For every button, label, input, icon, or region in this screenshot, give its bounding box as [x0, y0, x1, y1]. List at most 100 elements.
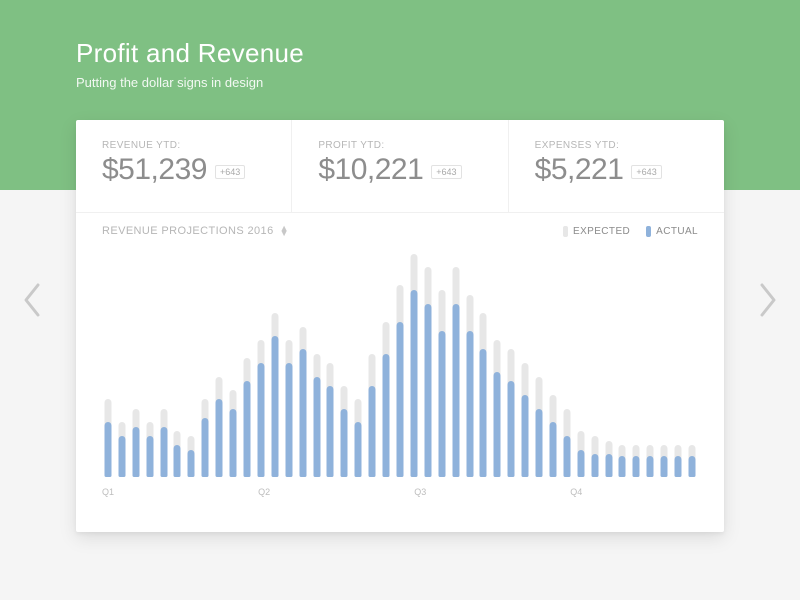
bar-group: [227, 249, 239, 477]
page-header: Profit and Revenue Putting the dollar si…: [76, 38, 304, 90]
bar-actual: [536, 409, 543, 477]
bar-group: [477, 249, 489, 477]
bar-group: [158, 249, 170, 477]
bar-group: [644, 249, 656, 477]
x-axis-tick: Q2: [258, 487, 270, 497]
bar-actual: [508, 381, 515, 477]
bar-group: [561, 249, 573, 477]
bar-group: [241, 249, 253, 477]
bar-group: [658, 249, 670, 477]
bar-group: [102, 249, 114, 477]
bar-actual: [118, 436, 125, 477]
bar-actual: [244, 381, 251, 477]
bar-group: [617, 249, 629, 477]
page-subtitle: Putting the dollar signs in design: [76, 75, 304, 90]
bar-actual: [661, 456, 668, 477]
bar-group: [533, 249, 545, 477]
kpi-value: $5,221: [535, 153, 624, 187]
chart-legend: EXPECTED ACTUAL: [563, 226, 698, 237]
chart-title: REVENUE PROJECTIONS 2016: [102, 225, 274, 237]
bar-actual: [522, 395, 529, 477]
bar-actual: [424, 304, 431, 477]
bar-actual: [327, 386, 334, 477]
bar-group: [352, 249, 364, 477]
dashboard-card: REVENUE YTD: $51,239 +643 PROFIT YTD: $1…: [76, 120, 724, 532]
chart-header: REVENUE PROJECTIONS 2016 ▲▼ EXPECTED ACT…: [76, 212, 724, 245]
bar-actual: [216, 399, 223, 477]
x-axis-tick: Q3: [414, 487, 426, 497]
bar-actual: [633, 456, 640, 477]
bar-actual: [146, 436, 153, 477]
bar-actual: [383, 354, 390, 477]
legend-actual: ACTUAL: [646, 226, 698, 237]
bar-group: [380, 249, 392, 477]
bar-group: [603, 249, 615, 477]
bar-group: [672, 249, 684, 477]
kpi-value: $10,221: [318, 153, 423, 187]
legend-expected: EXPECTED: [563, 226, 630, 237]
bar-group: [575, 249, 587, 477]
bar-actual: [285, 363, 292, 477]
bar-actual: [160, 427, 167, 477]
bar-actual: [619, 456, 626, 477]
bar-actual: [202, 418, 209, 477]
chart-title-selector[interactable]: REVENUE PROJECTIONS 2016 ▲▼: [102, 225, 289, 237]
bar-actual: [591, 454, 598, 477]
kpi-value: $51,239: [102, 153, 207, 187]
legend-swatch-actual: [646, 226, 651, 237]
bar-group: [213, 249, 225, 477]
kpi-label: EXPENSES YTD:: [535, 140, 698, 151]
bar-actual: [271, 336, 278, 477]
bar-actual: [410, 290, 417, 477]
bar-group: [394, 249, 406, 477]
bar-group: [491, 249, 503, 477]
kpi-profit: PROFIT YTD: $10,221 +643: [292, 120, 508, 212]
bar-group: [519, 249, 531, 477]
next-arrow[interactable]: [758, 282, 778, 326]
bar-group: [338, 249, 350, 477]
bar-group: [269, 249, 281, 477]
prev-arrow[interactable]: [22, 282, 42, 326]
chart-area: Q1Q2Q3Q4: [76, 245, 724, 525]
bar-actual: [480, 349, 487, 477]
bar-actual: [647, 456, 654, 477]
bar-group: [589, 249, 601, 477]
bar-group: [547, 249, 559, 477]
bar-group: [686, 249, 698, 477]
legend-label: EXPECTED: [573, 226, 630, 237]
bar-group: [450, 249, 462, 477]
kpi-row: REVENUE YTD: $51,239 +643 PROFIT YTD: $1…: [76, 120, 724, 212]
bar-group: [325, 249, 337, 477]
bar-group: [297, 249, 309, 477]
bar-actual: [675, 456, 682, 477]
bar-actual: [549, 422, 556, 477]
bar-actual: [577, 450, 584, 477]
bar-actual: [494, 372, 501, 477]
kpi-expenses: EXPENSES YTD: $5,221 +643: [509, 120, 724, 212]
bar-actual: [396, 322, 403, 477]
bar-actual: [313, 377, 320, 477]
bar-group: [422, 249, 434, 477]
page-title: Profit and Revenue: [76, 38, 304, 69]
bar-group: [255, 249, 267, 477]
kpi-revenue: REVENUE YTD: $51,239 +643: [76, 120, 292, 212]
bar-group: [283, 249, 295, 477]
bar-actual: [341, 409, 348, 477]
bar-group: [144, 249, 156, 477]
bar-actual: [563, 436, 570, 477]
bar-actual: [605, 454, 612, 477]
bar-actual: [174, 445, 181, 477]
bar-actual: [369, 386, 376, 477]
bar-group: [408, 249, 420, 477]
bar-group: [464, 249, 476, 477]
bar-chart: [102, 249, 698, 477]
kpi-delta-badge: +643: [431, 165, 461, 179]
kpi-label: REVENUE YTD:: [102, 140, 265, 151]
bar-group: [630, 249, 642, 477]
bar-actual: [299, 349, 306, 477]
bar-actual: [355, 422, 362, 477]
legend-label: ACTUAL: [656, 226, 698, 237]
kpi-label: PROFIT YTD:: [318, 140, 481, 151]
bar-group: [199, 249, 211, 477]
bar-group: [311, 249, 323, 477]
